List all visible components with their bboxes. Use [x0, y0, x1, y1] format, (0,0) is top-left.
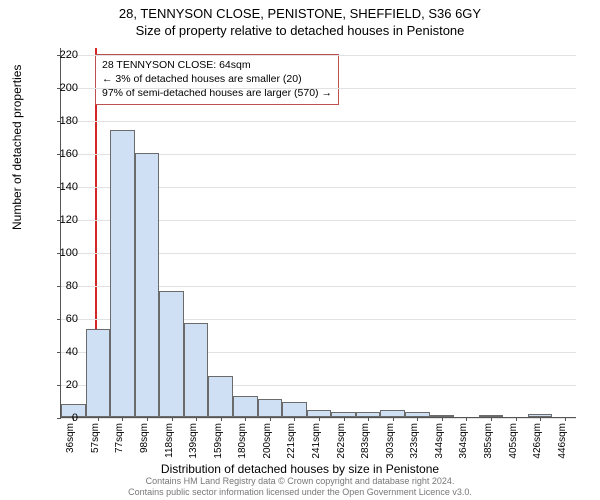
histogram-bar: [159, 291, 184, 417]
xtick-mark: [540, 417, 541, 421]
annotation-line2: ← 3% of detached houses are smaller (20): [102, 72, 332, 86]
xtick-label: 344sqm: [434, 423, 445, 459]
ytick-label: 160: [48, 148, 78, 160]
ytick-label: 100: [48, 247, 78, 259]
xtick-label: 180sqm: [237, 423, 248, 459]
plot-region: 28 TENNYSON CLOSE: 64sqm ← 3% of detache…: [60, 48, 576, 418]
x-axis-label: Distribution of detached houses by size …: [0, 462, 600, 476]
xtick-mark: [319, 417, 320, 421]
histogram-bar: [208, 376, 233, 417]
xtick-mark: [344, 417, 345, 421]
xtick-mark: [393, 417, 394, 421]
footer-line1: Contains HM Land Registry data © Crown c…: [0, 476, 600, 487]
xtick-label: 262sqm: [336, 423, 347, 459]
histogram-bar: [86, 329, 111, 417]
xtick-label: 323sqm: [409, 423, 420, 459]
xtick-label: 118sqm: [164, 423, 175, 458]
xtick-label: 303sqm: [385, 423, 396, 459]
xtick-mark: [491, 417, 492, 421]
xtick-mark: [417, 417, 418, 421]
xtick-mark: [565, 417, 566, 421]
gridline-h: [61, 88, 576, 89]
gridline-h: [61, 121, 576, 122]
ytick-label: 20: [48, 379, 78, 391]
xtick-label: 139sqm: [188, 423, 199, 459]
xtick-label: 98sqm: [139, 423, 150, 453]
xtick-label: 77sqm: [114, 423, 125, 453]
xtick-mark: [466, 417, 467, 421]
xtick-label: 405sqm: [508, 423, 519, 459]
xtick-mark: [516, 417, 517, 421]
histogram-bar: [258, 399, 283, 417]
xtick-mark: [147, 417, 148, 421]
chart-title-sub: Size of property relative to detached ho…: [0, 21, 600, 38]
chart-plot-area: 28 TENNYSON CLOSE: 64sqm ← 3% of detache…: [60, 48, 576, 418]
ytick-label: 180: [48, 115, 78, 127]
annotation-box: 28 TENNYSON CLOSE: 64sqm ← 3% of detache…: [95, 54, 339, 105]
ytick-label: 200: [48, 82, 78, 94]
xtick-mark: [294, 417, 295, 421]
xtick-label: 446sqm: [557, 423, 568, 459]
annotation-line1: 28 TENNYSON CLOSE: 64sqm: [102, 58, 332, 72]
ytick-label: 80: [48, 280, 78, 292]
ytick-label: 0: [48, 412, 78, 424]
histogram-bar: [307, 410, 332, 417]
histogram-bar: [380, 410, 405, 417]
y-axis-label: Number of detached properties: [10, 65, 24, 230]
xtick-mark: [270, 417, 271, 421]
xtick-mark: [245, 417, 246, 421]
histogram-bar: [184, 323, 209, 417]
xtick-mark: [368, 417, 369, 421]
xtick-mark: [221, 417, 222, 421]
histogram-bar: [282, 402, 307, 417]
xtick-label: 426sqm: [532, 423, 543, 459]
footer-attribution: Contains HM Land Registry data © Crown c…: [0, 476, 600, 498]
histogram-bar: [135, 153, 160, 417]
xtick-mark: [122, 417, 123, 421]
xtick-label: 57sqm: [90, 423, 101, 453]
footer-line2: Contains public sector information licen…: [0, 487, 600, 498]
xtick-mark: [196, 417, 197, 421]
ytick-label: 40: [48, 346, 78, 358]
xtick-label: 200sqm: [262, 423, 273, 459]
xtick-label: 364sqm: [458, 423, 469, 459]
xtick-label: 36sqm: [65, 423, 76, 453]
xtick-label: 221sqm: [286, 423, 297, 459]
gridline-h: [61, 55, 576, 56]
histogram-bar: [233, 396, 258, 417]
ytick-label: 140: [48, 181, 78, 193]
xtick-mark: [98, 417, 99, 421]
ytick-label: 60: [48, 313, 78, 325]
xtick-label: 241sqm: [311, 423, 322, 459]
xtick-label: 283sqm: [360, 423, 371, 459]
xtick-label: 385sqm: [483, 423, 494, 459]
xtick-mark: [172, 417, 173, 421]
histogram-bar: [110, 130, 135, 417]
ytick-label: 120: [48, 214, 78, 226]
xtick-label: 159sqm: [213, 423, 224, 459]
xtick-mark: [442, 417, 443, 421]
ytick-label: 220: [48, 49, 78, 61]
chart-title-address: 28, TENNYSON CLOSE, PENISTONE, SHEFFIELD…: [0, 0, 600, 21]
